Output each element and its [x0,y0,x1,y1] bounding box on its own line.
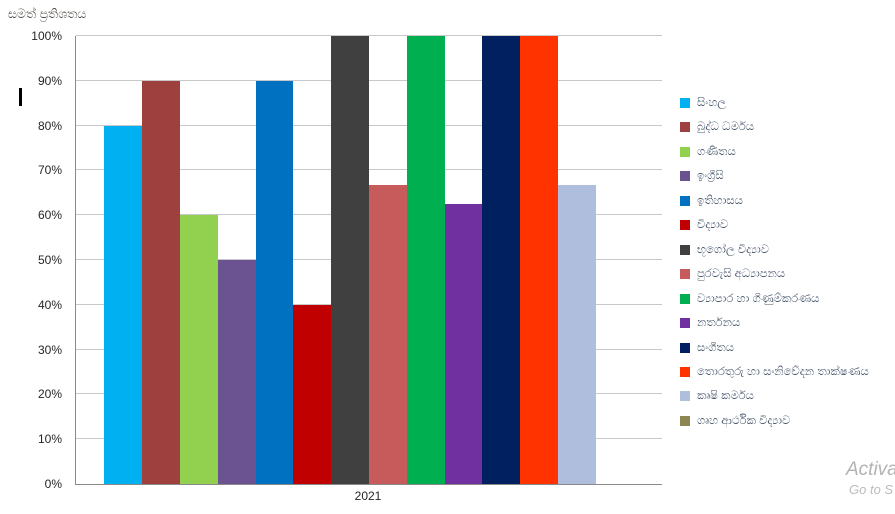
chart-bar-buddhism[interactable] [142,81,180,484]
chart-bar-history[interactable] [256,81,293,484]
legend-label: බුද්ධ ධර්මය [697,121,755,133]
legend-swatch [680,245,690,255]
chart-bar-business-accounting[interactable] [407,36,445,484]
y-axis-tick-label: 70% [37,163,62,178]
legend-swatch [680,416,690,426]
legend-label: සිංහල [697,97,727,109]
legend-swatch [680,343,690,353]
y-axis-tick-label: 30% [37,342,62,357]
legend-label: ව්‍යාපාර හා ගිණුම්කරණය [697,293,820,305]
legend-swatch [680,318,690,328]
legend-swatch [680,367,690,377]
legend-item-history[interactable]: ඉතිහාසය [680,193,743,209]
legend-item-dancing[interactable]: නර්තනය [680,315,740,331]
y-axis-tick-label: 40% [37,297,62,312]
legend-item-sinhala[interactable]: සිංහල [680,95,726,111]
chart-title: සමත් ප්‍රතිශතය [8,7,87,21]
legend-item-music[interactable]: සංගීතය [680,340,734,356]
legend-label: සංගීතය [697,342,735,354]
legend-label: ගණිතය [697,146,736,158]
legend-item-ict[interactable]: තොරතුරු හා සංනිවේදන තාක්ෂණය [680,364,869,380]
gridline [76,35,662,36]
legend-label: ගෘහ ආර්ථික විද්‍යාව [697,415,791,427]
chart-bar-civic-education[interactable] [369,185,407,484]
legend-label: භූගෝල විද්‍යාව [697,244,769,256]
y-axis-tick-label: 80% [37,118,62,133]
text-cursor [19,88,22,106]
gridline [76,169,662,171]
legend-item-geography[interactable]: භූගෝල විද්‍යාව [680,242,769,258]
legend-label: තොරතුරු හා සංනිවේදන තාක්ෂණය [697,366,869,378]
legend-item-english[interactable]: ඉංග්‍රීසි [680,168,724,184]
chart-bar-mathematics[interactable] [180,215,218,484]
legend-label: පුරවැසි අධ්‍යාපනය [697,268,786,280]
y-axis-tick-label: 20% [37,387,62,402]
y-axis-tick-label: 50% [37,253,62,267]
legend-swatch [680,171,690,181]
watermark-line1: Activa [846,459,895,480]
legend-label: ඉංග්‍රීසි [697,170,724,182]
legend-item-mathematics[interactable]: ගණිතය [680,144,736,160]
gridline [76,124,662,126]
legend-swatch [680,196,690,206]
chart-bar-agriculture[interactable] [558,185,596,484]
legend-swatch [680,98,690,108]
watermark-line2: Go to S [849,482,894,497]
x-axis-category-label: 2021 [354,489,382,503]
legend-swatch [680,294,690,304]
legend-item-science[interactable]: විද්‍යාව [680,217,728,233]
gridline [76,79,662,81]
plot-area [75,35,662,485]
chart-bar-science[interactable] [293,305,331,484]
legend-label: නර්තනය [697,317,741,329]
legend-label: විද්‍යාව [697,219,729,231]
y-axis: 0% 10% 20% 30% 40% 50% 60% 70% 80% 90% 100% [0,0,68,514]
y-axis-tick-label: 0% [44,477,62,491]
chart-bar-geography[interactable] [331,36,369,484]
legend-swatch [680,122,690,132]
legend-label: කෘෂි කර්මය [697,390,754,402]
legend-item-home-economics[interactable]: ගෘහ ආර්ථික විද්‍යාව [680,413,790,429]
chart-bar-sinhala[interactable] [104,126,142,484]
y-axis-tick-label: 60% [37,208,62,223]
legend-item-buddhism[interactable]: බුද්ධ ධර්මය [680,119,754,135]
legend-item-civic-education[interactable]: පුරවැසි අධ්‍යාපනය [680,266,785,282]
legend-swatch [680,269,690,279]
y-axis-tick-label: 90% [37,73,62,88]
legend-swatch [680,391,690,401]
legend-item-agriculture[interactable]: කෘෂි කර්මය [680,388,754,404]
legend-swatch [680,220,690,230]
y-axis-tick-label: 10% [37,432,62,447]
chart-bar-dancing[interactable] [445,204,482,484]
legend-swatch [680,147,690,157]
chart-bar-music[interactable] [482,36,520,484]
legend-item-business-accounting[interactable]: ව්‍යාපාර හා ගිණුම්කරණය [680,291,819,307]
y-axis-tick-label: 100% [31,29,62,43]
legend-label: ඉතිහාසය [697,195,743,207]
chart-bar-english[interactable] [218,260,256,484]
chart-bar-ict[interactable] [520,36,558,484]
